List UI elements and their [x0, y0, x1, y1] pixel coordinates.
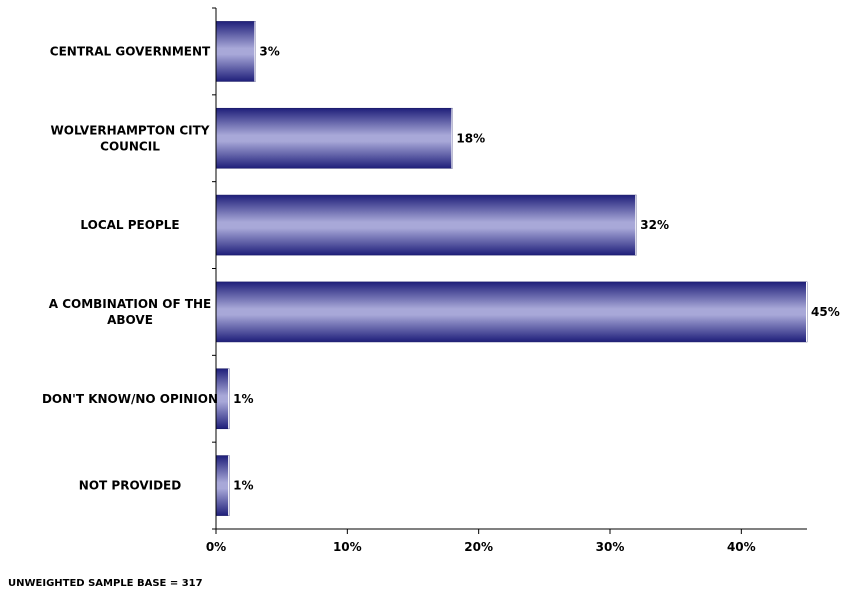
- x-tick-label: 20%: [464, 540, 493, 554]
- axes: [212, 7, 807, 534]
- bar-3: [215, 281, 808, 343]
- bar-1: [215, 107, 453, 169]
- category-label: CENTRAL GOVERNMENT: [50, 44, 211, 58]
- x-tick-label: 40%: [727, 540, 756, 554]
- labels: 3% CENTRAL GOVERNMENT 18% WOLVERHAMPTON CIT…: [42, 44, 840, 554]
- x-tick-label: 0%: [206, 540, 226, 554]
- value-label: 32%: [640, 218, 669, 232]
- category-label: LOCAL PEOPLE: [80, 218, 179, 232]
- category-label: NOT PROVIDED: [79, 479, 181, 493]
- bars: [215, 21, 808, 516]
- category-label: WOLVERHAMPTON CITY COUNCIL: [51, 123, 210, 153]
- value-label: 18%: [456, 131, 485, 145]
- value-label: 3%: [259, 44, 279, 58]
- bar-0: [215, 21, 256, 82]
- bar-5: [215, 455, 230, 516]
- sample-base-footnote: UNWEIGHTED SAMPLE BASE = 317: [8, 578, 203, 589]
- category-label: A COMBINATION OF THE ABOVE: [49, 297, 212, 327]
- category-label: DON'T KNOW/NO OPINION: [42, 392, 218, 406]
- bar-2: [215, 194, 637, 256]
- x-tick-label: 10%: [333, 540, 362, 554]
- value-label: 1%: [233, 479, 253, 493]
- value-label: 1%: [233, 392, 253, 406]
- value-label: 45%: [811, 305, 840, 319]
- x-tick-label: 30%: [596, 540, 625, 554]
